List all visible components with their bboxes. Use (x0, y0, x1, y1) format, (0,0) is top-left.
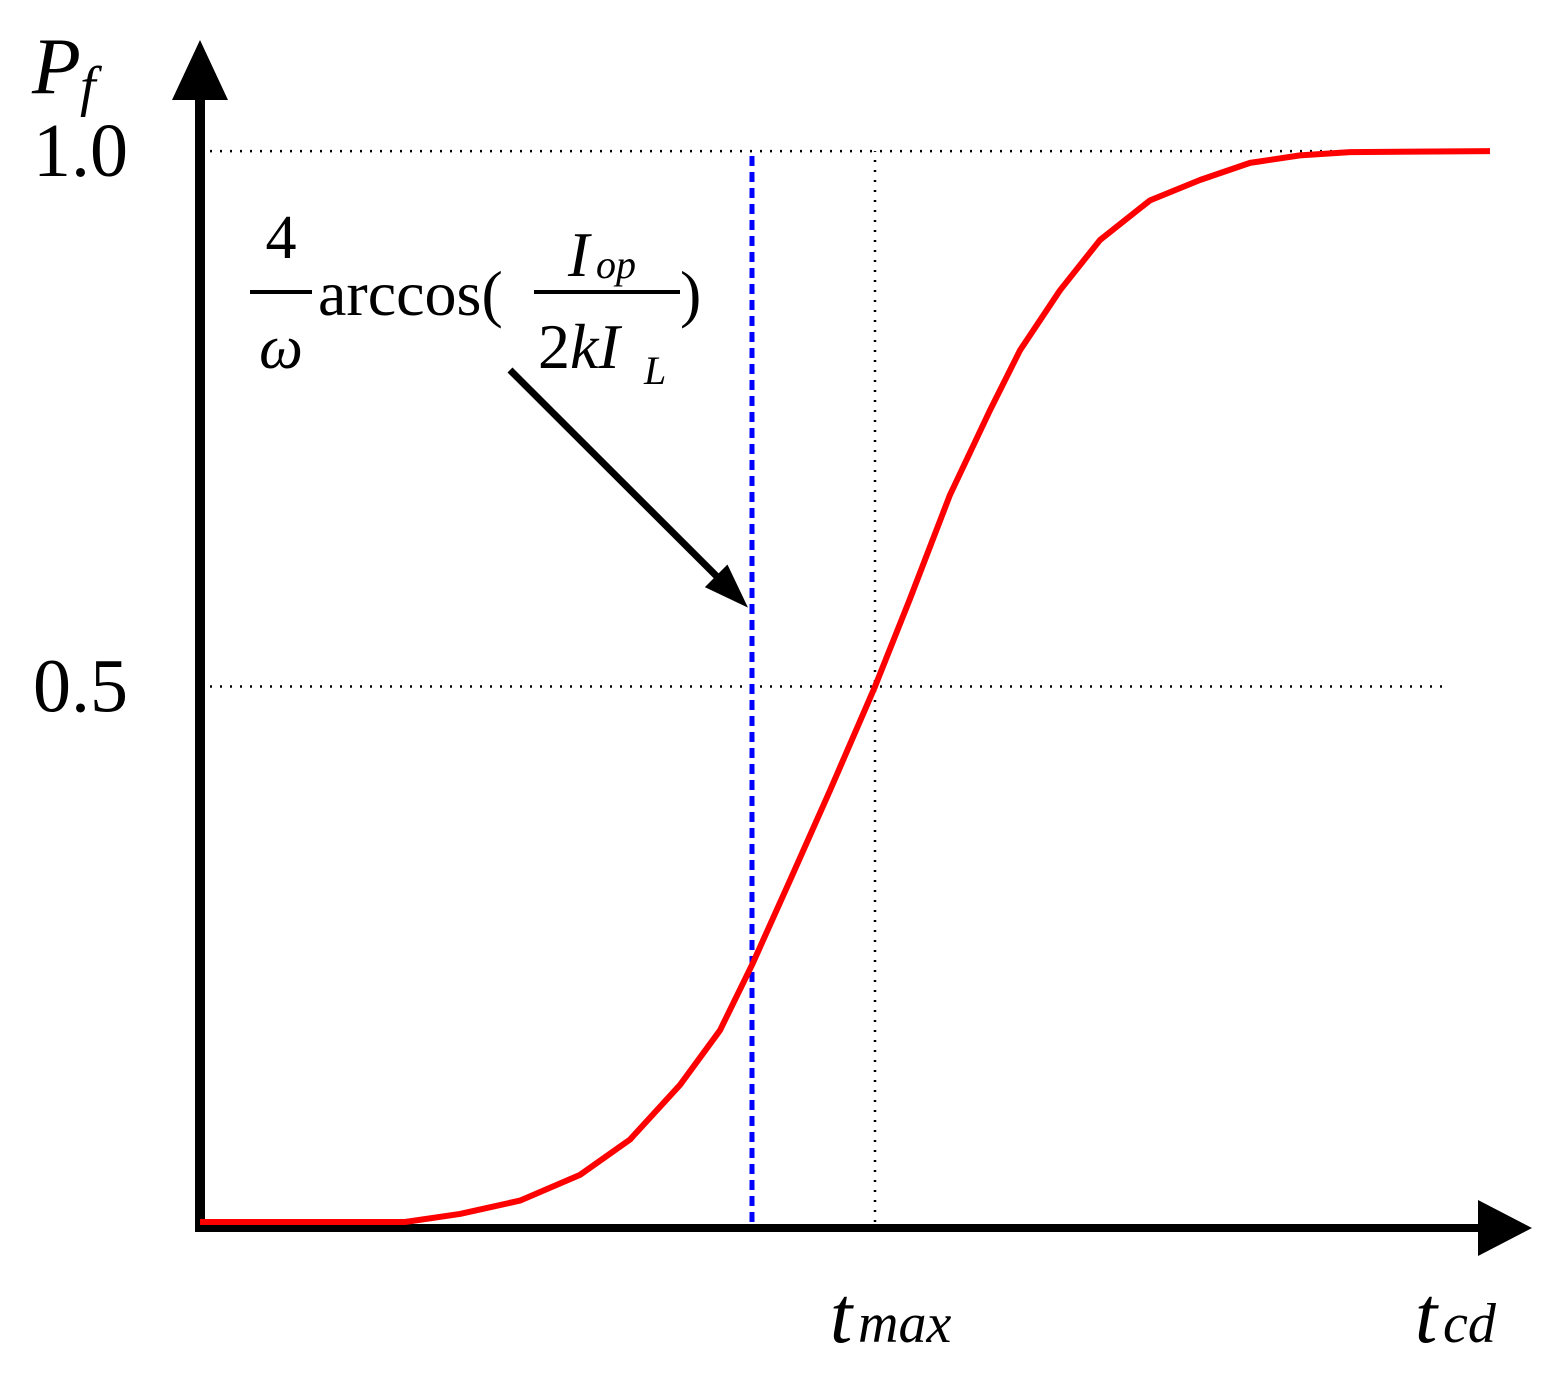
y-tick-label: 1.0 (33, 109, 128, 193)
annotation-arrow-head (704, 564, 748, 608)
annotation-arrow (507, 367, 735, 595)
y-axis-arrow (172, 40, 228, 100)
x-axis-arrow (1478, 1200, 1532, 1256)
formula-inner-numerator-sub: op (596, 242, 636, 287)
x-axis-label: t (1415, 1272, 1439, 1360)
y-axis-label: P (31, 23, 81, 111)
formula-inner-denominator-sub: L (643, 348, 666, 393)
formula-inner-numerator: I (567, 219, 592, 290)
formula-function: arccos( (318, 258, 503, 329)
y-tick-label: 0.5 (33, 645, 128, 729)
x-axis-label-sub: cd (1443, 1293, 1497, 1355)
formula-numerator: 4 (266, 204, 297, 272)
line-series (200, 148, 1491, 1225)
formula-inner-denominator: kI (570, 311, 622, 382)
marker-label: t (830, 1272, 854, 1360)
marker-label-sub: max (858, 1293, 951, 1355)
formula-inner-lead: 2 (538, 311, 570, 382)
formula-close: ) (680, 258, 701, 329)
formula-denominator: ω (259, 314, 303, 382)
